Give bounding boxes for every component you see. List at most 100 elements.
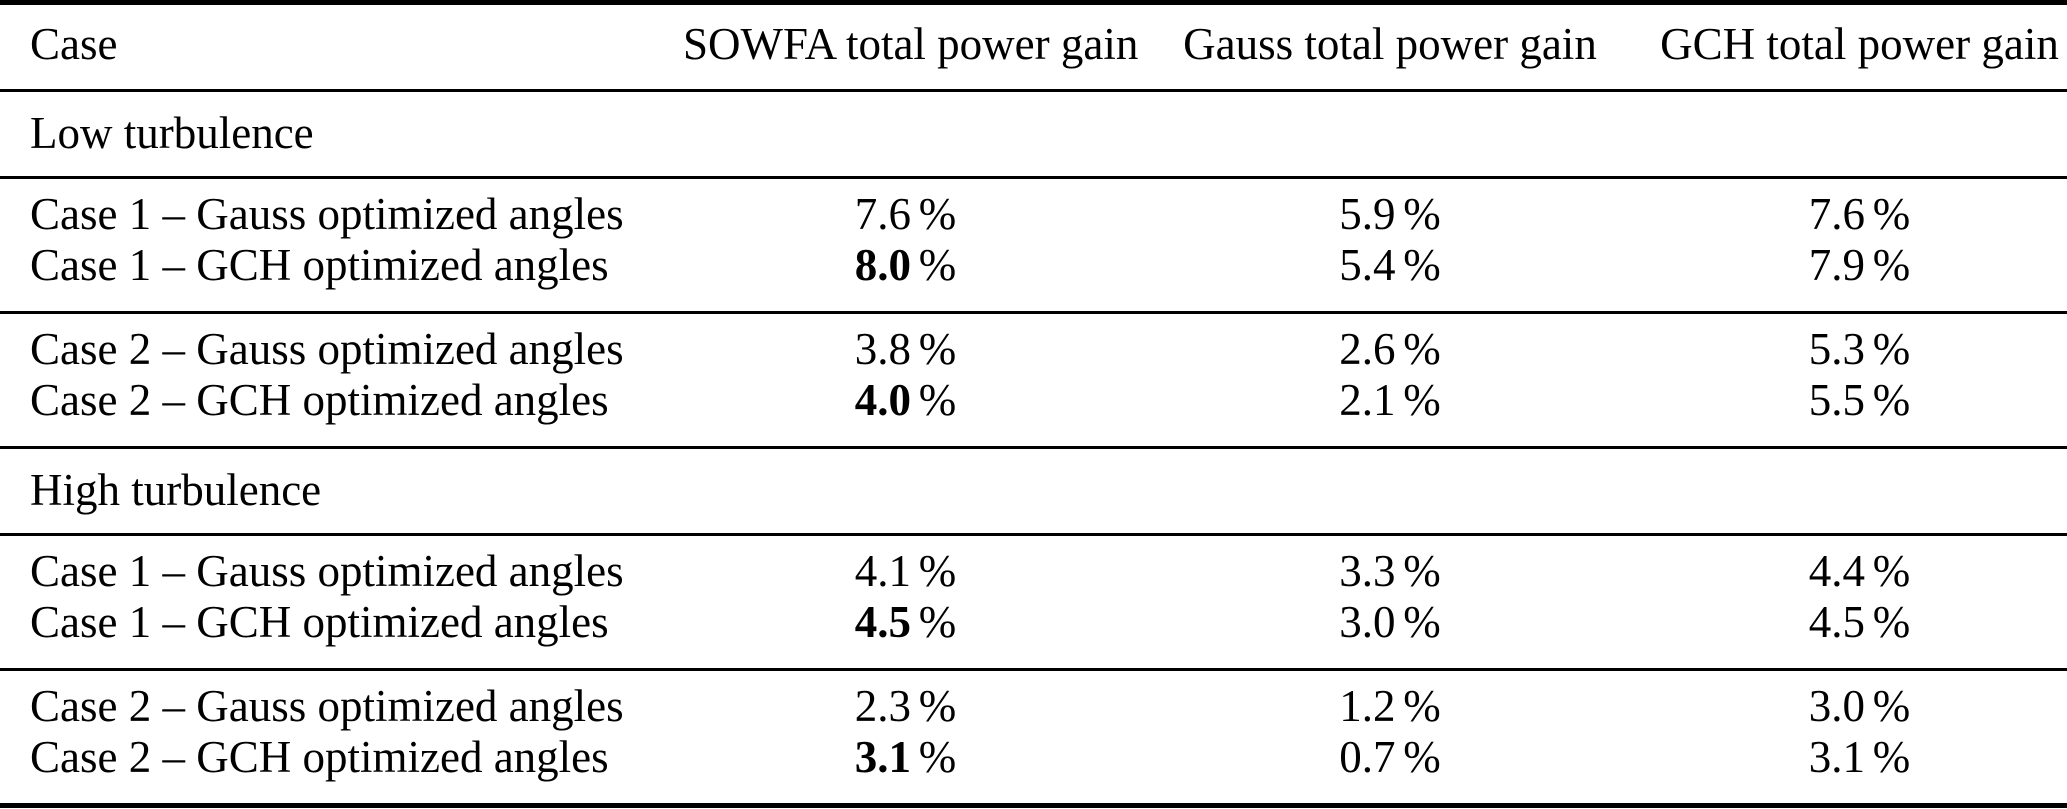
gauss-value: 1.2 xyxy=(1339,681,1396,731)
section-title: High turbulence xyxy=(30,465,322,515)
percent-sign: % xyxy=(918,732,957,782)
percent-sign: % xyxy=(1872,732,1911,782)
percent-sign: % xyxy=(918,681,957,731)
percent-sign: % xyxy=(1403,597,1441,647)
gch-value-cell: 7.9% xyxy=(1652,240,2067,313)
percent-sign: % xyxy=(1872,240,1911,290)
table-row: Case 1 – GCH optimized angles 4.5% 3.0% … xyxy=(0,597,2067,670)
case-label: Case 2 – GCH optimized angles xyxy=(30,375,609,425)
gauss-value: 5.4 xyxy=(1339,240,1396,290)
sowfa-value: 4.5 xyxy=(854,597,912,647)
gauss-value-cell: 2.1% xyxy=(1128,375,1652,448)
table-row: Case 1 – GCH optimized angles 8.0% 5.4% … xyxy=(0,240,2067,313)
header-row: Case SOWFA total power gain Gauss total … xyxy=(0,3,2067,91)
sowfa-value-cell: 4.1% xyxy=(683,535,1128,598)
sowfa-value-cell: 4.5% xyxy=(683,597,1128,670)
percent-sign: % xyxy=(1872,375,1911,425)
percent-sign: % xyxy=(1872,324,1911,374)
table-row: Case 1 – Gauss optimized angles 4.1% 3.3… xyxy=(0,535,2067,598)
gauss-value-cell: 0.7% xyxy=(1128,732,1652,806)
section-row-low-turbulence: Low turbulence xyxy=(0,91,2067,178)
percent-sign: % xyxy=(1403,732,1441,782)
group-high-case1: Case 1 – Gauss optimized angles 4.1% 3.3… xyxy=(0,535,2067,670)
gch-value: 5.3 xyxy=(1808,324,1866,374)
percent-sign: % xyxy=(918,189,957,239)
gch-value: 3.0 xyxy=(1808,681,1866,731)
gauss-value-cell: 3.0% xyxy=(1128,597,1652,670)
gch-value: 7.6 xyxy=(1808,189,1866,239)
gauss-value: 2.1 xyxy=(1339,375,1396,425)
gch-value-cell: 7.6% xyxy=(1652,178,2067,241)
percent-sign: % xyxy=(1872,546,1911,596)
gch-value-cell: 5.3% xyxy=(1652,313,2067,376)
gch-value: 4.5 xyxy=(1808,597,1866,647)
percent-sign: % xyxy=(918,546,957,596)
table-row: Case 2 – GCH optimized angles 4.0% 2.1% … xyxy=(0,375,2067,448)
sowfa-value-cell: 3.8% xyxy=(683,313,1128,376)
percent-sign: % xyxy=(918,597,957,647)
table-row: Case 2 – Gauss optimized angles 2.3% 1.2… xyxy=(0,670,2067,733)
percent-sign: % xyxy=(918,324,957,374)
case-label: Case 1 – Gauss optimized angles xyxy=(30,189,624,239)
gauss-value-cell: 1.2% xyxy=(1128,670,1652,733)
sowfa-value-cell: 2.3% xyxy=(683,670,1128,733)
gauss-value: 3.0 xyxy=(1339,597,1396,647)
column-header-sowfa: SOWFA total power gain xyxy=(683,19,1139,69)
gauss-value: 0.7 xyxy=(1339,732,1396,782)
percent-sign: % xyxy=(1403,324,1441,374)
sowfa-value: 4.1 xyxy=(854,546,912,596)
sowfa-value-cell: 8.0% xyxy=(683,240,1128,313)
percent-sign: % xyxy=(1403,375,1441,425)
column-header-case: Case xyxy=(30,19,118,69)
column-header-gauss: Gauss total power gain xyxy=(1183,19,1597,69)
sowfa-value: 7.6 xyxy=(854,189,912,239)
gauss-value-cell: 5.9% xyxy=(1128,178,1652,241)
gch-value: 7.9 xyxy=(1808,240,1866,290)
gauss-value-cell: 5.4% xyxy=(1128,240,1652,313)
case-label: Case 2 – Gauss optimized angles xyxy=(30,681,624,731)
group-high-case2: Case 2 – Gauss optimized angles 2.3% 1.2… xyxy=(0,670,2067,806)
gch-value-cell: 5.5% xyxy=(1652,375,2067,448)
percent-sign: % xyxy=(918,240,957,290)
gauss-value: 3.3 xyxy=(1339,546,1396,596)
percent-sign: % xyxy=(1403,189,1441,239)
sowfa-value: 8.0 xyxy=(854,240,912,290)
section-title: Low turbulence xyxy=(30,108,314,158)
gch-value: 4.4 xyxy=(1808,546,1866,596)
sowfa-value: 2.3 xyxy=(854,681,912,731)
gch-value-cell: 3.1% xyxy=(1652,732,2067,806)
section-row-high-turbulence: High turbulence xyxy=(0,448,2067,535)
percent-sign: % xyxy=(1872,189,1911,239)
case-label: Case 2 – Gauss optimized angles xyxy=(30,324,624,374)
case-label: Case 1 – GCH optimized angles xyxy=(30,240,609,290)
case-label: Case 2 – GCH optimized angles xyxy=(30,732,609,782)
case-label: Case 1 – GCH optimized angles xyxy=(30,597,609,647)
table-row: Case 1 – Gauss optimized angles 7.6% 5.9… xyxy=(0,178,2067,241)
sowfa-value-cell: 7.6% xyxy=(683,178,1128,241)
group-low-case1: Case 1 – Gauss optimized angles 7.6% 5.9… xyxy=(0,178,2067,313)
gch-value-cell: 4.5% xyxy=(1652,597,2067,670)
sowfa-value: 4.0 xyxy=(854,375,912,425)
gauss-value: 2.6 xyxy=(1339,324,1396,374)
table-row: Case 2 – GCH optimized angles 3.1% 0.7% … xyxy=(0,732,2067,806)
gch-value-cell: 3.0% xyxy=(1652,670,2067,733)
sowfa-value: 3.1 xyxy=(854,732,912,782)
percent-sign: % xyxy=(1403,681,1441,731)
gauss-value: 5.9 xyxy=(1339,189,1396,239)
percent-sign: % xyxy=(918,375,957,425)
percent-sign: % xyxy=(1403,240,1441,290)
table-row: Case 2 – Gauss optimized angles 3.8% 2.6… xyxy=(0,313,2067,376)
sowfa-value-cell: 4.0% xyxy=(683,375,1128,448)
sowfa-value: 3.8 xyxy=(854,324,912,374)
column-header-gch: GCH total power gain xyxy=(1660,19,2059,69)
percent-sign: % xyxy=(1872,681,1911,731)
sowfa-value-cell: 3.1% xyxy=(683,732,1128,806)
gch-value-cell: 4.4% xyxy=(1652,535,2067,598)
percent-sign: % xyxy=(1872,597,1911,647)
gch-value: 5.5 xyxy=(1808,375,1866,425)
gauss-value-cell: 3.3% xyxy=(1128,535,1652,598)
percent-sign: % xyxy=(1403,546,1441,596)
case-label: Case 1 – Gauss optimized angles xyxy=(30,546,624,596)
group-low-case2: Case 2 – Gauss optimized angles 3.8% 2.6… xyxy=(0,313,2067,448)
